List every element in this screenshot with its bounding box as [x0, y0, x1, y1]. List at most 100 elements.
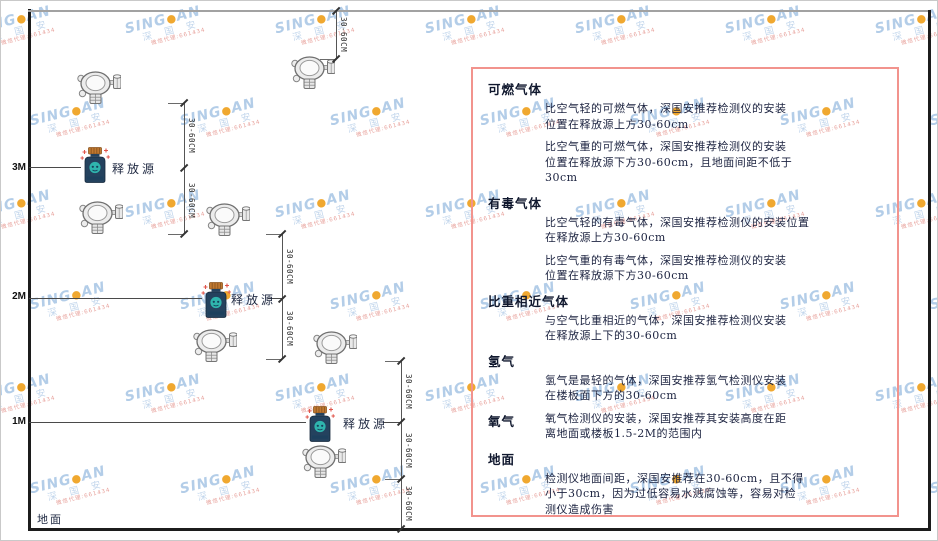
dimension-label: 30-60CM — [187, 183, 196, 219]
dimension-extension — [266, 234, 282, 235]
watermark-contact: 微信代理:661434 — [450, 26, 507, 47]
gas-detector-icon — [77, 198, 124, 236]
gas-detector-icon — [289, 53, 336, 91]
watermark-cn: 深 国 安 — [141, 18, 202, 44]
watermark-dot-icon: ● — [369, 470, 384, 487]
watermark-brand: SING●AN — [328, 279, 408, 314]
leader-line-1m — [29, 422, 306, 423]
section-paragraph: 氧气检测仪的安装，深国安推荐其安装高度在距 离地面或楼板1.5-2M的范围内 — [545, 411, 787, 441]
watermark-brand: SING●AN — [178, 463, 258, 498]
section-paragraph: 比空气重的有毒气体，深国安推荐检测仪的安装 位置在释放源下方30-60cm — [545, 253, 787, 283]
dimension-label: 30-60CM — [339, 17, 348, 53]
dimension-label: 30-60CM — [285, 311, 294, 347]
dimension-line — [184, 103, 185, 234]
section-heading-similar-density-gas: 比重相近气体 — [488, 293, 570, 309]
height-label-1m: 1M — [12, 416, 26, 427]
watermark-contact: 微信代理:661434 — [150, 26, 207, 47]
watermark-dot-icon: ● — [14, 194, 29, 211]
watermark-contact: 微信代理:661434 — [600, 26, 657, 47]
height-label-2m: 2M — [12, 291, 26, 302]
watermark-cn: 深 国 安 — [346, 110, 407, 136]
watermark-dot-icon: ● — [69, 286, 84, 303]
watermark-cn: 深 国 安 — [46, 110, 107, 136]
leader-line-3m — [29, 167, 81, 168]
section-paragraph: 检测仪地面间距，深国安推荐在30-60cm，且不得 小于30cm，因为过低容易水… — [545, 471, 804, 516]
watermark-dot-icon: ● — [314, 10, 329, 27]
watermark-brand: SING●AN — [723, 3, 803, 38]
watermark-cn: 深 国 安 — [46, 478, 107, 504]
watermark-dot-icon: ● — [164, 378, 179, 395]
section-paragraph: 比空气重的可燃气体，深国安推荐检测仪的安装 位置在释放源下方30-60cm，且地… — [545, 140, 793, 184]
dimension-extension — [385, 479, 401, 480]
watermark-contact: 微信代理:661434 — [150, 210, 207, 231]
dimension-label: 30-60CM — [404, 373, 413, 410]
release-source-label: 释放源 — [343, 417, 389, 431]
section-paragraph: 比空气轻的可燃气体，深国安推荐检测仪的安装 位置在释放源上方30-60cm — [545, 102, 787, 131]
watermark-dot-icon: ● — [219, 102, 234, 119]
watermark-contact: 微信代理:661434 — [750, 26, 807, 47]
watermark-brand: SING●AN — [123, 371, 203, 406]
watermark-dot-icon: ● — [14, 10, 29, 27]
watermark-dot-icon: ● — [69, 470, 84, 487]
section-oxygen: 氧气 氧气检测仪的安装，深国安推荐其安装高度在距 离地面或楼板1.5-2M的范围… — [488, 411, 883, 442]
release-source-icon — [79, 146, 111, 184]
watermark-contact: 微信代理:661434 — [900, 394, 937, 415]
watermark-dot-icon: ● — [914, 378, 929, 395]
dimension-extension — [385, 361, 401, 362]
height-label-3m: 3M — [12, 162, 26, 173]
watermark-cn: 深 国 安 — [346, 294, 407, 320]
watermark-contact: 微信代理:661434 — [300, 210, 357, 231]
leader-line-2m — [29, 298, 202, 299]
gas-detector-icon — [311, 328, 358, 366]
wall-right-line — [928, 10, 931, 531]
ground-line — [28, 528, 931, 531]
watermark-brand: SING●AN — [423, 3, 503, 38]
section-paragraph: 氢气是最轻的气体，深国安推荐氢气检测仪安装 在楼板面下方的30-60cm — [545, 373, 787, 403]
ground-label: 地面 — [37, 513, 63, 526]
watermark-contact: 微信代理:661434 — [55, 118, 112, 139]
dimension-extension — [320, 59, 336, 60]
watermark-dot-icon: ● — [914, 194, 929, 211]
gas-detector-icon — [204, 200, 251, 238]
watermark-cn: 深 国 安 — [591, 18, 652, 44]
section-paragraph: 与空气比重相近的气体，深国安推荐检测仪安装 在释放源上下的30-60cm — [545, 313, 787, 343]
watermark-cn: 深 国 安 — [141, 386, 202, 412]
watermark-dot-icon: ● — [219, 470, 234, 487]
watermark-cn: 深 国 安 — [441, 18, 502, 44]
dimension-line — [336, 11, 337, 59]
release-source-label: 释放源 — [231, 293, 277, 307]
section-heading-oxygen: 氧气 — [488, 413, 516, 429]
watermark-brand: SING●AN — [273, 371, 353, 406]
watermark-dot-icon: ● — [314, 194, 329, 211]
dimension-label: 30-60CM — [187, 117, 196, 154]
watermark-cn: 深 国 安 — [196, 478, 257, 504]
watermark-brand: SING●AN — [573, 3, 653, 38]
release-source-label: 释放源 — [112, 162, 158, 176]
gas-detector-icon — [75, 68, 122, 106]
section-paragraph: 比空气轻的有毒气体，深国安推荐检测仪的安装位置 在释放源上方30-60cm — [545, 215, 810, 245]
section-heading-toxic-gas: 有毒气体 — [488, 195, 543, 211]
leader-connector-2m — [268, 298, 282, 299]
watermark-contact: 微信代理:661434 — [355, 302, 412, 323]
section-heading-combustible-gas: 可燃气体 — [488, 82, 543, 97]
watermark-contact: 微信代理:661434 — [205, 118, 262, 139]
watermark-contact: 微信代理:661434 — [55, 302, 112, 323]
watermark-dot-icon: ● — [764, 10, 779, 27]
watermark-brand: SING●AN — [328, 95, 408, 130]
watermark-dot-icon: ● — [314, 378, 329, 395]
watermark-brand: SING●AN — [1, 187, 53, 222]
wall-left-line — [28, 9, 31, 529]
section-heading-hydrogen: 氢气 — [488, 353, 516, 369]
watermark-brand: SING●AN — [28, 279, 108, 314]
watermark-dot-icon: ● — [164, 10, 179, 27]
watermark-cn: 深 国 安 — [291, 202, 352, 228]
watermark-dot-icon: ● — [614, 10, 629, 27]
watermark-contact: 微信代理:661434 — [205, 486, 262, 507]
